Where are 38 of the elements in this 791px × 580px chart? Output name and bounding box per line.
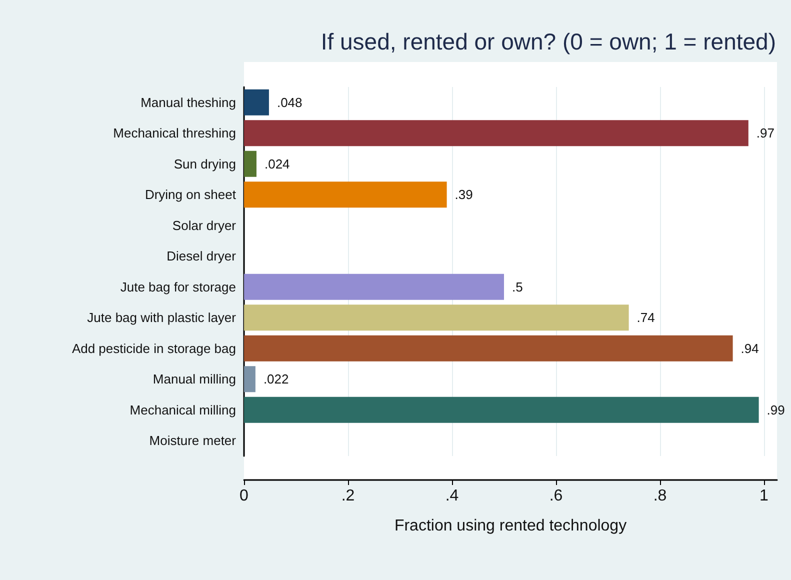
x-axis-title: Fraction using rented technology — [394, 518, 627, 534]
bar — [244, 304, 629, 331]
bar — [244, 274, 504, 300]
data-label: .048 — [276, 94, 302, 110]
y-tick-label: Manual milling — [152, 372, 236, 387]
bar — [244, 396, 759, 423]
bar — [244, 335, 733, 362]
data-label: .94 — [740, 340, 759, 356]
bar — [244, 120, 748, 146]
bar — [244, 366, 256, 392]
y-tick-label: Add pesticide in storage bag — [72, 340, 236, 356]
x-tick-label: .2 — [341, 488, 355, 504]
y-tick-label: Jute bag for storage — [120, 279, 236, 294]
data-label: .39 — [454, 187, 473, 202]
y-tick-label: Mechanical milling — [130, 402, 236, 418]
y-tick-label: Moisture meter — [149, 433, 237, 448]
bar — [244, 150, 256, 177]
y-tick-label: Diesel dryer — [166, 248, 237, 264]
data-label: .022 — [263, 372, 289, 387]
data-label: .5 — [512, 279, 523, 294]
data-label: .99 — [766, 402, 785, 418]
y-tick-label: Manual theshing — [140, 94, 236, 110]
y-tick-label: Sun drying — [174, 156, 236, 172]
data-label: .024 — [264, 156, 290, 172]
bar — [244, 89, 269, 116]
chart-title: If used, rented or own? (0 = own; 1 = rented) — [320, 28, 776, 54]
x-tick-label: .6 — [549, 488, 563, 504]
bar — [244, 182, 447, 208]
y-tick-label: Jute bag with plastic layer — [87, 310, 237, 326]
x-tick-label: 0 — [240, 488, 249, 504]
data-label: .97 — [756, 126, 774, 141]
y-tick-label: Solar dryer — [172, 218, 237, 233]
x-tick-label: 1 — [760, 488, 769, 504]
x-tick-label: .4 — [445, 488, 459, 504]
data-label: .74 — [636, 310, 655, 326]
y-tick-label: Drying on sheet — [144, 187, 236, 202]
x-tick-label: .8 — [653, 488, 667, 504]
y-tick-label: Mechanical threshing — [113, 126, 236, 141]
